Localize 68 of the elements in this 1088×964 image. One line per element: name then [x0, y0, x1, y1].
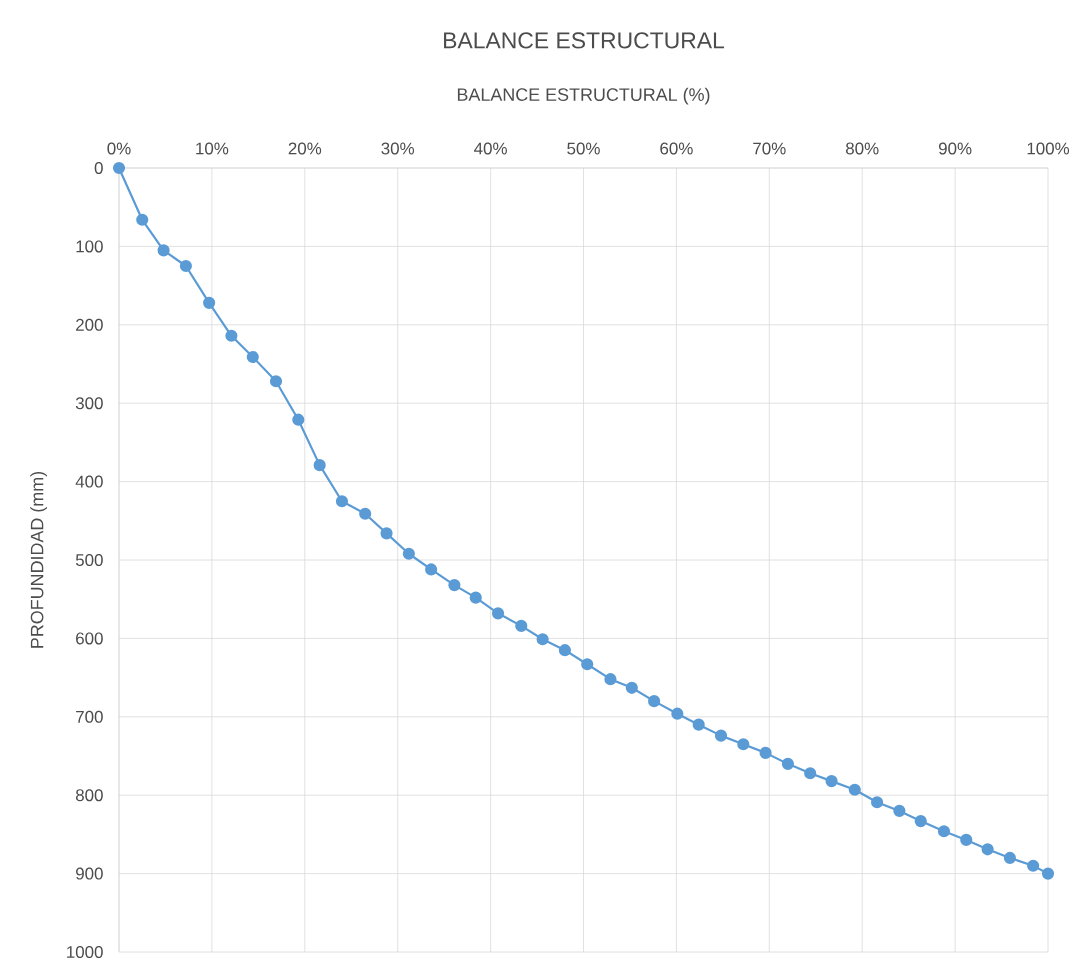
- point: [246, 350, 259, 364]
- point: [893, 804, 906, 817]
- point: [1003, 851, 1016, 865]
- point: [203, 296, 216, 309]
- point: [313, 459, 326, 472]
- point: [335, 495, 349, 508]
- point: [425, 563, 438, 576]
- y-tick-label: 800: [75, 789, 103, 802]
- point: [179, 259, 192, 273]
- x-tick-label: 60%: [660, 142, 693, 155]
- y-tick-label: 500: [75, 554, 103, 567]
- point: [359, 507, 372, 520]
- y-axis-title: PROFUNDIDAD (mm): [30, 472, 47, 648]
- point: [1041, 867, 1055, 880]
- x-tick-label: 90%: [938, 142, 972, 155]
- point: [112, 161, 126, 175]
- point: [469, 591, 482, 604]
- x-tick-label: 30%: [381, 142, 415, 155]
- x-axis-title: BALANCE ESTRUCTURAL (%): [457, 87, 710, 105]
- point: [825, 775, 838, 788]
- x-tick-label: 100%: [1027, 142, 1070, 155]
- point: [781, 757, 794, 770]
- point: [714, 729, 728, 742]
- point: [292, 413, 305, 426]
- point: [981, 843, 994, 856]
- point: [269, 375, 283, 388]
- point: [604, 673, 617, 686]
- point: [136, 213, 149, 226]
- x-tick-label: 50%: [567, 142, 600, 155]
- y-tick-label: 900: [76, 867, 103, 880]
- y-tick-label: 200: [76, 318, 103, 331]
- point: [960, 833, 973, 846]
- y-tick-label: 0: [94, 162, 103, 175]
- point: [914, 815, 927, 828]
- point: [648, 695, 661, 708]
- point: [380, 527, 393, 540]
- y-tick-label: 600: [76, 632, 103, 645]
- point: [671, 707, 684, 720]
- point: [515, 619, 528, 632]
- point: [937, 825, 951, 838]
- point: [759, 746, 772, 759]
- point: [558, 644, 572, 657]
- point: [804, 767, 817, 780]
- x-tick-label: 70%: [753, 142, 786, 155]
- y-tick-label: 300: [75, 397, 103, 410]
- point: [581, 658, 594, 671]
- point: [625, 681, 638, 694]
- y-tick-label: 1000: [67, 946, 103, 959]
- y-tick-label: 100: [76, 240, 103, 253]
- x-tick-label: 40%: [474, 142, 507, 155]
- point: [737, 738, 750, 751]
- x-tick-label: 10%: [196, 142, 229, 155]
- x-tick-label: 0%: [107, 142, 131, 155]
- x-tick-label: 80%: [846, 142, 879, 155]
- point: [1027, 859, 1040, 872]
- point: [848, 783, 861, 796]
- point: [448, 579, 461, 592]
- point: [870, 796, 884, 809]
- point: [692, 718, 705, 731]
- point: [402, 547, 415, 560]
- y-tick-label: 400: [75, 475, 103, 488]
- chart-title: BALANCE ESTRUCTURAL: [444, 32, 725, 49]
- point: [225, 329, 238, 342]
- point: [536, 633, 549, 646]
- point: [157, 244, 170, 257]
- point: [491, 607, 505, 620]
- y-tick-label: 700: [76, 710, 103, 723]
- x-tick-label: 20%: [288, 142, 322, 155]
